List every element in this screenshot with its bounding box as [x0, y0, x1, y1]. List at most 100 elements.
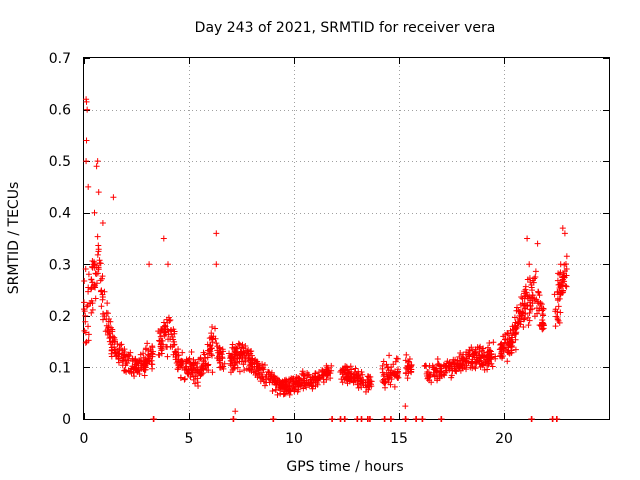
data-point [385, 375, 392, 382]
data-point [524, 314, 531, 321]
data-point [559, 225, 566, 232]
data-point [352, 365, 359, 372]
data-point [477, 355, 484, 362]
data-point [99, 220, 106, 227]
data-point [476, 345, 483, 352]
data-point [461, 363, 468, 370]
data-point [231, 364, 238, 371]
data-point [95, 242, 102, 249]
x-tick-label: 15 [390, 431, 408, 447]
data-point [497, 341, 504, 348]
data-point [519, 300, 526, 307]
data-point [457, 358, 464, 365]
data-point [385, 379, 392, 386]
data-point [186, 355, 193, 362]
data-point [199, 366, 206, 373]
data-point [189, 369, 196, 376]
y-tick-label: 0 [62, 412, 71, 428]
data-point [200, 358, 207, 365]
data-point [383, 370, 390, 377]
data-point [486, 348, 493, 355]
y-tick-label: 0.3 [49, 257, 71, 273]
data-point [255, 364, 262, 371]
data-point [301, 372, 308, 379]
data-point [285, 387, 292, 394]
data-point [402, 357, 409, 364]
data-point [172, 348, 179, 355]
data-point [159, 337, 166, 344]
data-point [504, 358, 511, 365]
data-point [165, 331, 172, 338]
data-point [437, 369, 444, 376]
x-tick-label: 20 [495, 431, 513, 447]
data-point [522, 286, 529, 293]
data-point [150, 416, 157, 422]
data-point [323, 370, 330, 377]
data-point [109, 339, 116, 346]
data-point [460, 356, 467, 363]
data-point [266, 379, 273, 386]
data-point [306, 382, 313, 389]
data-point [104, 300, 111, 307]
data-point [281, 383, 288, 390]
data-point [342, 416, 349, 422]
data-point [473, 354, 480, 361]
data-point [351, 375, 358, 382]
data-point [236, 358, 243, 365]
data-point [492, 353, 499, 360]
data-point [93, 270, 100, 277]
data-point [457, 367, 464, 374]
data-point [531, 298, 538, 305]
data-point [183, 357, 190, 364]
data-point [214, 343, 221, 350]
data-point [194, 379, 201, 386]
data-point [524, 276, 531, 283]
data-point [105, 315, 112, 322]
x-axis-title: GPS time / hours [286, 459, 403, 475]
data-point [177, 374, 184, 381]
data-point [231, 356, 238, 363]
data-point [88, 276, 95, 283]
data-point [505, 349, 512, 356]
data-point [452, 356, 459, 363]
data-point [85, 183, 92, 190]
data-point [438, 416, 445, 422]
data-point [512, 346, 519, 353]
data-point [89, 306, 96, 313]
data-point [279, 379, 286, 386]
data-point [111, 334, 118, 341]
data-point [83, 338, 90, 345]
data-point [307, 376, 314, 383]
data-point [320, 379, 327, 386]
data-point [366, 374, 373, 381]
data-point [239, 354, 246, 361]
data-point [227, 360, 234, 367]
data-point [383, 361, 390, 368]
data-point [385, 367, 392, 374]
data-point [161, 332, 168, 339]
data-point [443, 362, 450, 369]
data-point [490, 339, 497, 346]
data-point [206, 350, 213, 357]
data-point [93, 163, 100, 170]
data-point [562, 261, 569, 268]
data-point [237, 351, 244, 358]
data-point [94, 158, 101, 165]
data-point [555, 317, 562, 324]
data-point [428, 379, 435, 386]
data-point [155, 351, 162, 358]
data-point [95, 248, 102, 255]
data-point [554, 297, 561, 304]
data-point [393, 355, 400, 362]
data-point [182, 375, 189, 382]
data-point [435, 360, 442, 367]
data-point [215, 349, 222, 356]
data-point [357, 378, 364, 385]
data-point [291, 380, 298, 387]
data-point [132, 355, 139, 362]
data-point [91, 258, 98, 265]
data-point [554, 416, 561, 422]
data-point [99, 294, 106, 301]
data-point [488, 360, 495, 367]
data-point [82, 266, 89, 273]
